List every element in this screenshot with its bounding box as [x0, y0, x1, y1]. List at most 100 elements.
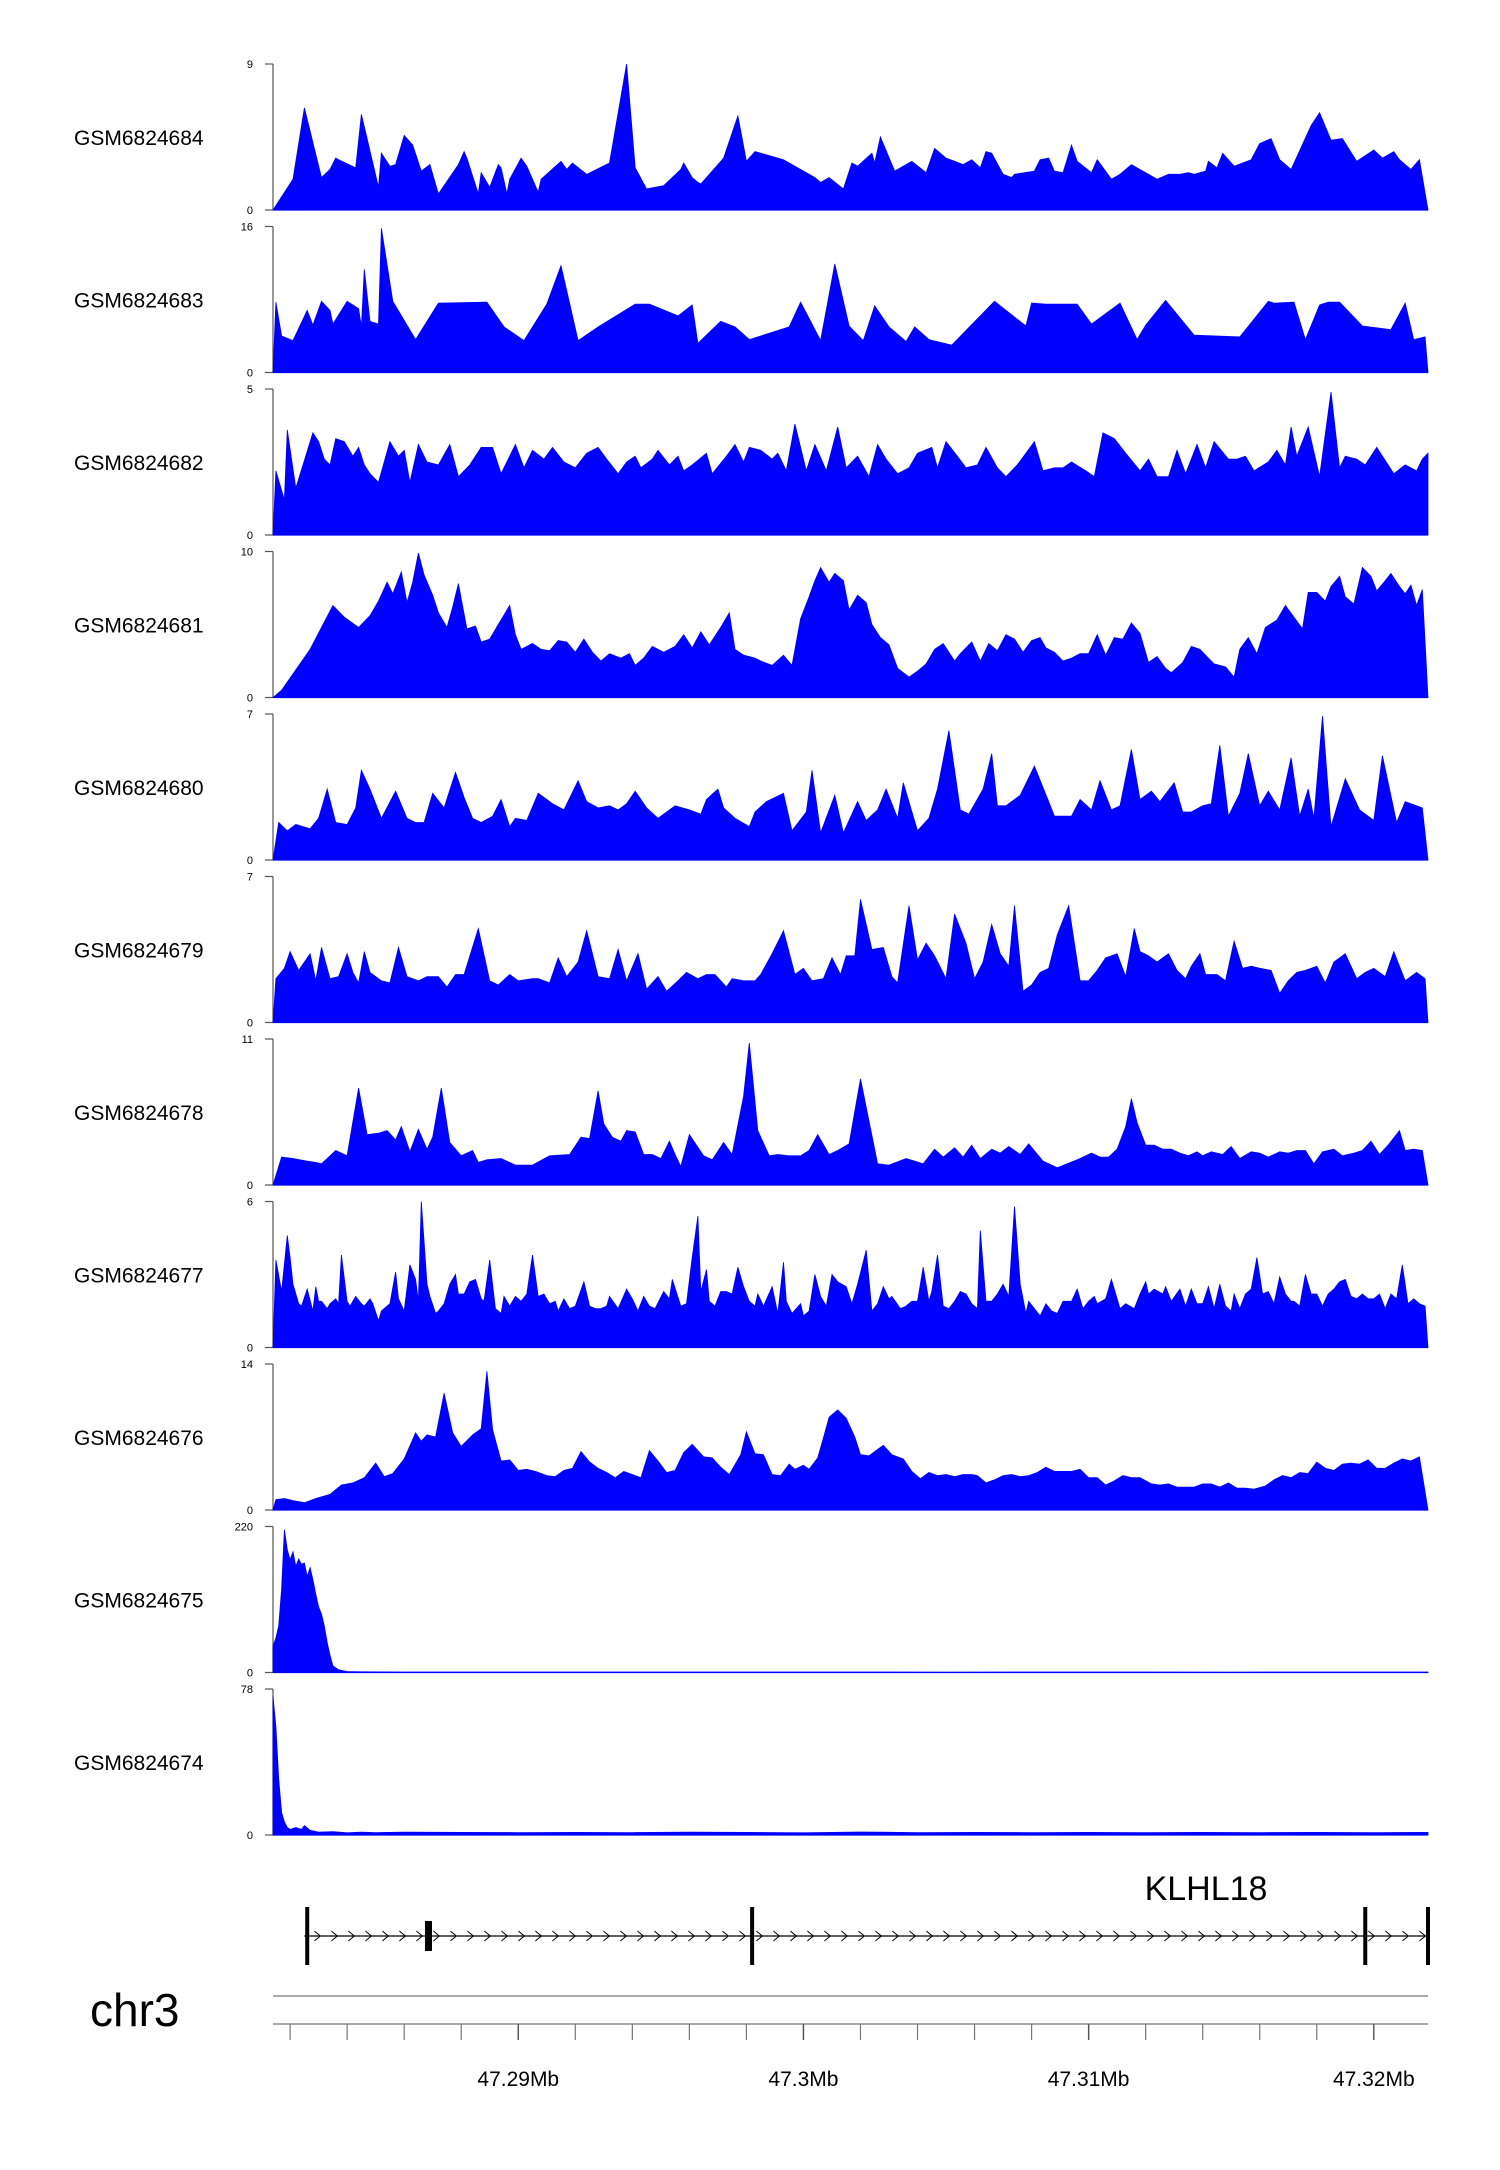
- track-y-min-label: 0: [247, 693, 253, 705]
- strand-arrow: [484, 1930, 492, 1942]
- strand-arrow: [1419, 1930, 1427, 1942]
- track-gsm6824674: GSM6824674 78 0: [74, 1684, 1429, 1842]
- track-name-label: GSM6824682: [74, 452, 204, 475]
- strand-arrow: [1317, 1930, 1325, 1942]
- strand-arrow: [1147, 1930, 1155, 1942]
- track-y-min-label: 0: [247, 530, 253, 542]
- strand-arrow: [926, 1930, 934, 1942]
- strand-arrow: [348, 1930, 356, 1942]
- coverage-area: [272, 1042, 1429, 1186]
- track-gsm6824678: GSM6824678 11 0: [74, 1034, 1429, 1192]
- strand-arrow: [1045, 1930, 1053, 1942]
- coverage-area: [271, 552, 1429, 698]
- strand-arrow: [1011, 1930, 1019, 1942]
- track-gsm6824683: GSM6824683 16 0: [74, 222, 1429, 380]
- gene-name-label: KLHL18: [1145, 1870, 1268, 1908]
- strand-arrow: [1062, 1930, 1070, 1942]
- strand-arrow: [450, 1930, 458, 1942]
- track-name-label: GSM6824674: [74, 1752, 204, 1775]
- strand-arrow: [705, 1930, 713, 1942]
- gene-exon: [305, 1907, 310, 1965]
- strand-arrow: [586, 1930, 594, 1942]
- track-y-max-label: 6: [247, 1197, 253, 1209]
- axis-tick-label: 47.32Mb: [1333, 2068, 1415, 2091]
- track-y-max-label: 14: [241, 1359, 253, 1371]
- track-y-min-label: 0: [247, 1505, 253, 1517]
- track-name-label: GSM6824677: [74, 1265, 204, 1288]
- track-gsm6824676: GSM6824676 14 0: [74, 1359, 1429, 1517]
- strand-arrow: [603, 1930, 611, 1942]
- strand-arrow: [1351, 1930, 1359, 1942]
- track-y-max-label: 7: [247, 872, 253, 884]
- strand-arrow: [399, 1930, 407, 1942]
- gene-exon: [750, 1907, 755, 1965]
- strand-arrow: [535, 1930, 543, 1942]
- coverage-area: [272, 1371, 1429, 1511]
- track-y-min-label: 0: [247, 368, 253, 380]
- strand-arrow: [314, 1930, 322, 1942]
- genome-axis: chr3 47.29Mb 47.3Mb 47.31Mb 47.32Mb: [90, 1984, 1428, 2091]
- track-y-max-label: 78: [241, 1684, 253, 1696]
- strand-arrow: [620, 1930, 628, 1942]
- strand-arrow: [365, 1930, 373, 1942]
- strand-arrow: [1164, 1930, 1172, 1942]
- coverage-area: [272, 716, 1429, 861]
- strand-arrow: [1028, 1930, 1036, 1942]
- strand-arrow: [671, 1930, 679, 1942]
- track-y-max-label: 16: [241, 222, 253, 234]
- strand-arrow: [909, 1930, 917, 1942]
- strand-arrow: [1096, 1930, 1104, 1942]
- strand-arrow: [960, 1930, 968, 1942]
- gene-exon: [1426, 1907, 1430, 1965]
- strand-arrow: [994, 1930, 1002, 1942]
- strand-arrow: [569, 1930, 577, 1942]
- strand-arrow: [1334, 1930, 1342, 1942]
- track-y-max-label: 9: [247, 59, 253, 71]
- strand-arrow: [1079, 1930, 1087, 1942]
- track-y-min-label: 0: [247, 855, 253, 867]
- strand-arrow: [382, 1930, 390, 1942]
- track-name-label: GSM6824676: [74, 1427, 204, 1450]
- strand-arrow: [518, 1930, 526, 1942]
- track-y-max-label: 10: [241, 547, 253, 559]
- strand-arrow: [501, 1930, 509, 1942]
- strand-arrow: [943, 1930, 951, 1942]
- strand-arrow: [1232, 1930, 1240, 1942]
- strand-arrow: [1368, 1930, 1376, 1942]
- strand-arrow: [807, 1930, 815, 1942]
- track-name-label: GSM6824683: [74, 290, 204, 313]
- track-y-max-label: 5: [247, 384, 253, 396]
- axis-tick-label: 47.3Mb: [768, 2068, 838, 2091]
- strand-arrow: [1198, 1930, 1206, 1942]
- strand-arrow: [1215, 1930, 1223, 1942]
- gene-exon: [425, 1921, 432, 1951]
- strand-arrow: [858, 1930, 866, 1942]
- strand-arrow: [331, 1930, 339, 1942]
- coverage-area: [272, 63, 1429, 211]
- strand-arrow: [773, 1930, 781, 1942]
- coverage-area: [272, 1201, 1429, 1348]
- strand-arrow: [790, 1930, 798, 1942]
- strand-arrow: [552, 1930, 560, 1942]
- track-gsm6824682: GSM6824682 5 0: [74, 384, 1429, 542]
- track-name-label: GSM6824681: [74, 615, 204, 638]
- coverage-area: [272, 391, 1429, 536]
- track-y-min-label: 0: [247, 1180, 253, 1192]
- strand-arrow: [1113, 1930, 1121, 1942]
- strand-arrow: [1402, 1930, 1410, 1942]
- track-y-min-label: 0: [247, 1018, 253, 1030]
- strand-arrow: [875, 1930, 883, 1942]
- strand-arrow: [1181, 1930, 1189, 1942]
- strand-arrow: [637, 1930, 645, 1942]
- track-name-label: GSM6824675: [74, 1590, 204, 1613]
- strand-arrow: [739, 1930, 747, 1942]
- track-y-max-label: 220: [235, 1522, 253, 1534]
- strand-arrow: [1266, 1930, 1274, 1942]
- coverage-area: [272, 1696, 1429, 1836]
- strand-arrow: [1130, 1930, 1138, 1942]
- track-y-min-label: 0: [247, 1343, 253, 1355]
- strand-arrow: [1249, 1930, 1257, 1942]
- coverage-tracks: GSM682468490GSM6824683160GSM682468250GSM…: [74, 59, 1429, 1842]
- gene-annotation-track: KLHL18: [304, 1870, 1430, 1965]
